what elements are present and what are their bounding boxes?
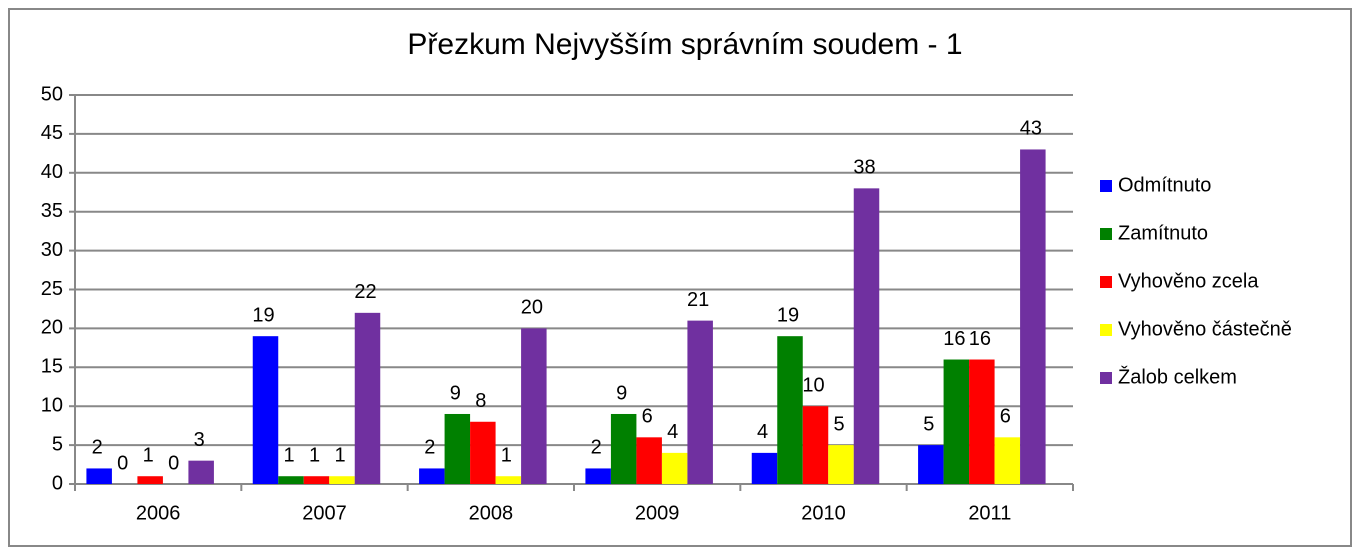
x-tick-label: 2006 [136, 502, 181, 524]
data-label: 1 [283, 445, 294, 467]
bar [470, 421, 496, 484]
data-label: 19 [777, 304, 799, 326]
data-label: 0 [168, 452, 179, 474]
chart-title: Přezkum Nejvyšším správním soudem - 1 [407, 28, 962, 61]
data-label: 0 [117, 452, 128, 474]
legend-label: Zamítnuto [1118, 222, 1208, 244]
bar [585, 468, 611, 484]
data-label: 1 [334, 445, 345, 467]
y-tick-label: 30 [41, 239, 63, 261]
x-tick-label: 2010 [801, 502, 846, 524]
bar [943, 359, 970, 484]
legend-swatch [1100, 228, 1112, 240]
bar [303, 476, 330, 484]
bar [444, 413, 471, 484]
bar [495, 476, 522, 484]
bar [828, 445, 854, 484]
legend-swatch [1100, 372, 1112, 384]
legend-swatch [1100, 276, 1112, 288]
y-tick-label: 40 [41, 161, 63, 183]
legend-label: Vyhověno zcela [1118, 270, 1259, 292]
y-tick-label: 20 [41, 317, 63, 339]
bar [86, 468, 112, 484]
data-label: 6 [642, 406, 653, 428]
bar [969, 359, 995, 484]
x-tick-label: 2007 [302, 502, 347, 524]
bar [252, 336, 279, 484]
legend-label: Žalob celkem [1118, 365, 1237, 388]
bar [137, 476, 163, 484]
y-tick-label: 35 [41, 200, 63, 222]
bar [802, 406, 829, 484]
bar [636, 437, 662, 484]
legend-swatch [1100, 324, 1112, 336]
data-label: 8 [475, 390, 486, 412]
bar [918, 445, 944, 484]
bar [853, 188, 880, 485]
data-label: 4 [757, 421, 768, 443]
bar [610, 413, 637, 484]
data-label: 5 [833, 413, 844, 435]
data-label: 43 [1020, 118, 1042, 140]
bar [751, 452, 778, 484]
y-tick-label: 45 [41, 122, 63, 144]
y-tick-label: 25 [41, 278, 63, 300]
data-label: 22 [354, 281, 376, 303]
x-tick-label: 2011 [968, 502, 1011, 524]
data-label: 2 [92, 437, 103, 459]
data-label: 21 [687, 289, 709, 311]
data-label: 38 [853, 157, 875, 179]
data-label: 1 [143, 445, 154, 467]
data-label: 19 [252, 304, 274, 326]
y-tick-label: 5 [52, 433, 63, 455]
bar [329, 476, 355, 484]
data-label: 9 [450, 382, 461, 404]
x-tick-label: 2008 [469, 502, 514, 524]
bar [521, 328, 547, 484]
data-label: 16 [943, 328, 965, 350]
data-label: 2 [591, 437, 602, 459]
bar [354, 312, 381, 484]
bar [687, 320, 713, 484]
data-label: 20 [521, 297, 543, 319]
data-label: 10 [802, 374, 824, 396]
legend-label: Vyhověno částečně [1118, 318, 1292, 340]
bar [994, 437, 1021, 484]
data-label: 1 [501, 445, 512, 467]
bar [188, 460, 214, 484]
data-label: 1 [309, 445, 320, 467]
data-label: 6 [1000, 406, 1011, 428]
y-tick-label: 10 [41, 394, 63, 416]
bar [1020, 149, 1046, 484]
data-label: 4 [667, 421, 678, 443]
y-tick-label: 15 [41, 356, 63, 378]
bar [661, 452, 688, 484]
bar [278, 476, 304, 484]
data-label: 16 [969, 328, 991, 350]
y-tick-label: 50 [41, 83, 63, 105]
y-tick-label: 0 [52, 472, 63, 494]
data-label: 9 [616, 382, 627, 404]
data-label: 5 [923, 413, 934, 435]
bar [419, 468, 445, 484]
data-label: 2 [424, 437, 435, 459]
legend-swatch [1100, 180, 1112, 192]
x-tick-label: 2009 [635, 502, 680, 524]
bar [777, 336, 803, 484]
legend-label: Odmítnuto [1118, 174, 1211, 196]
data-label: 3 [194, 429, 205, 451]
